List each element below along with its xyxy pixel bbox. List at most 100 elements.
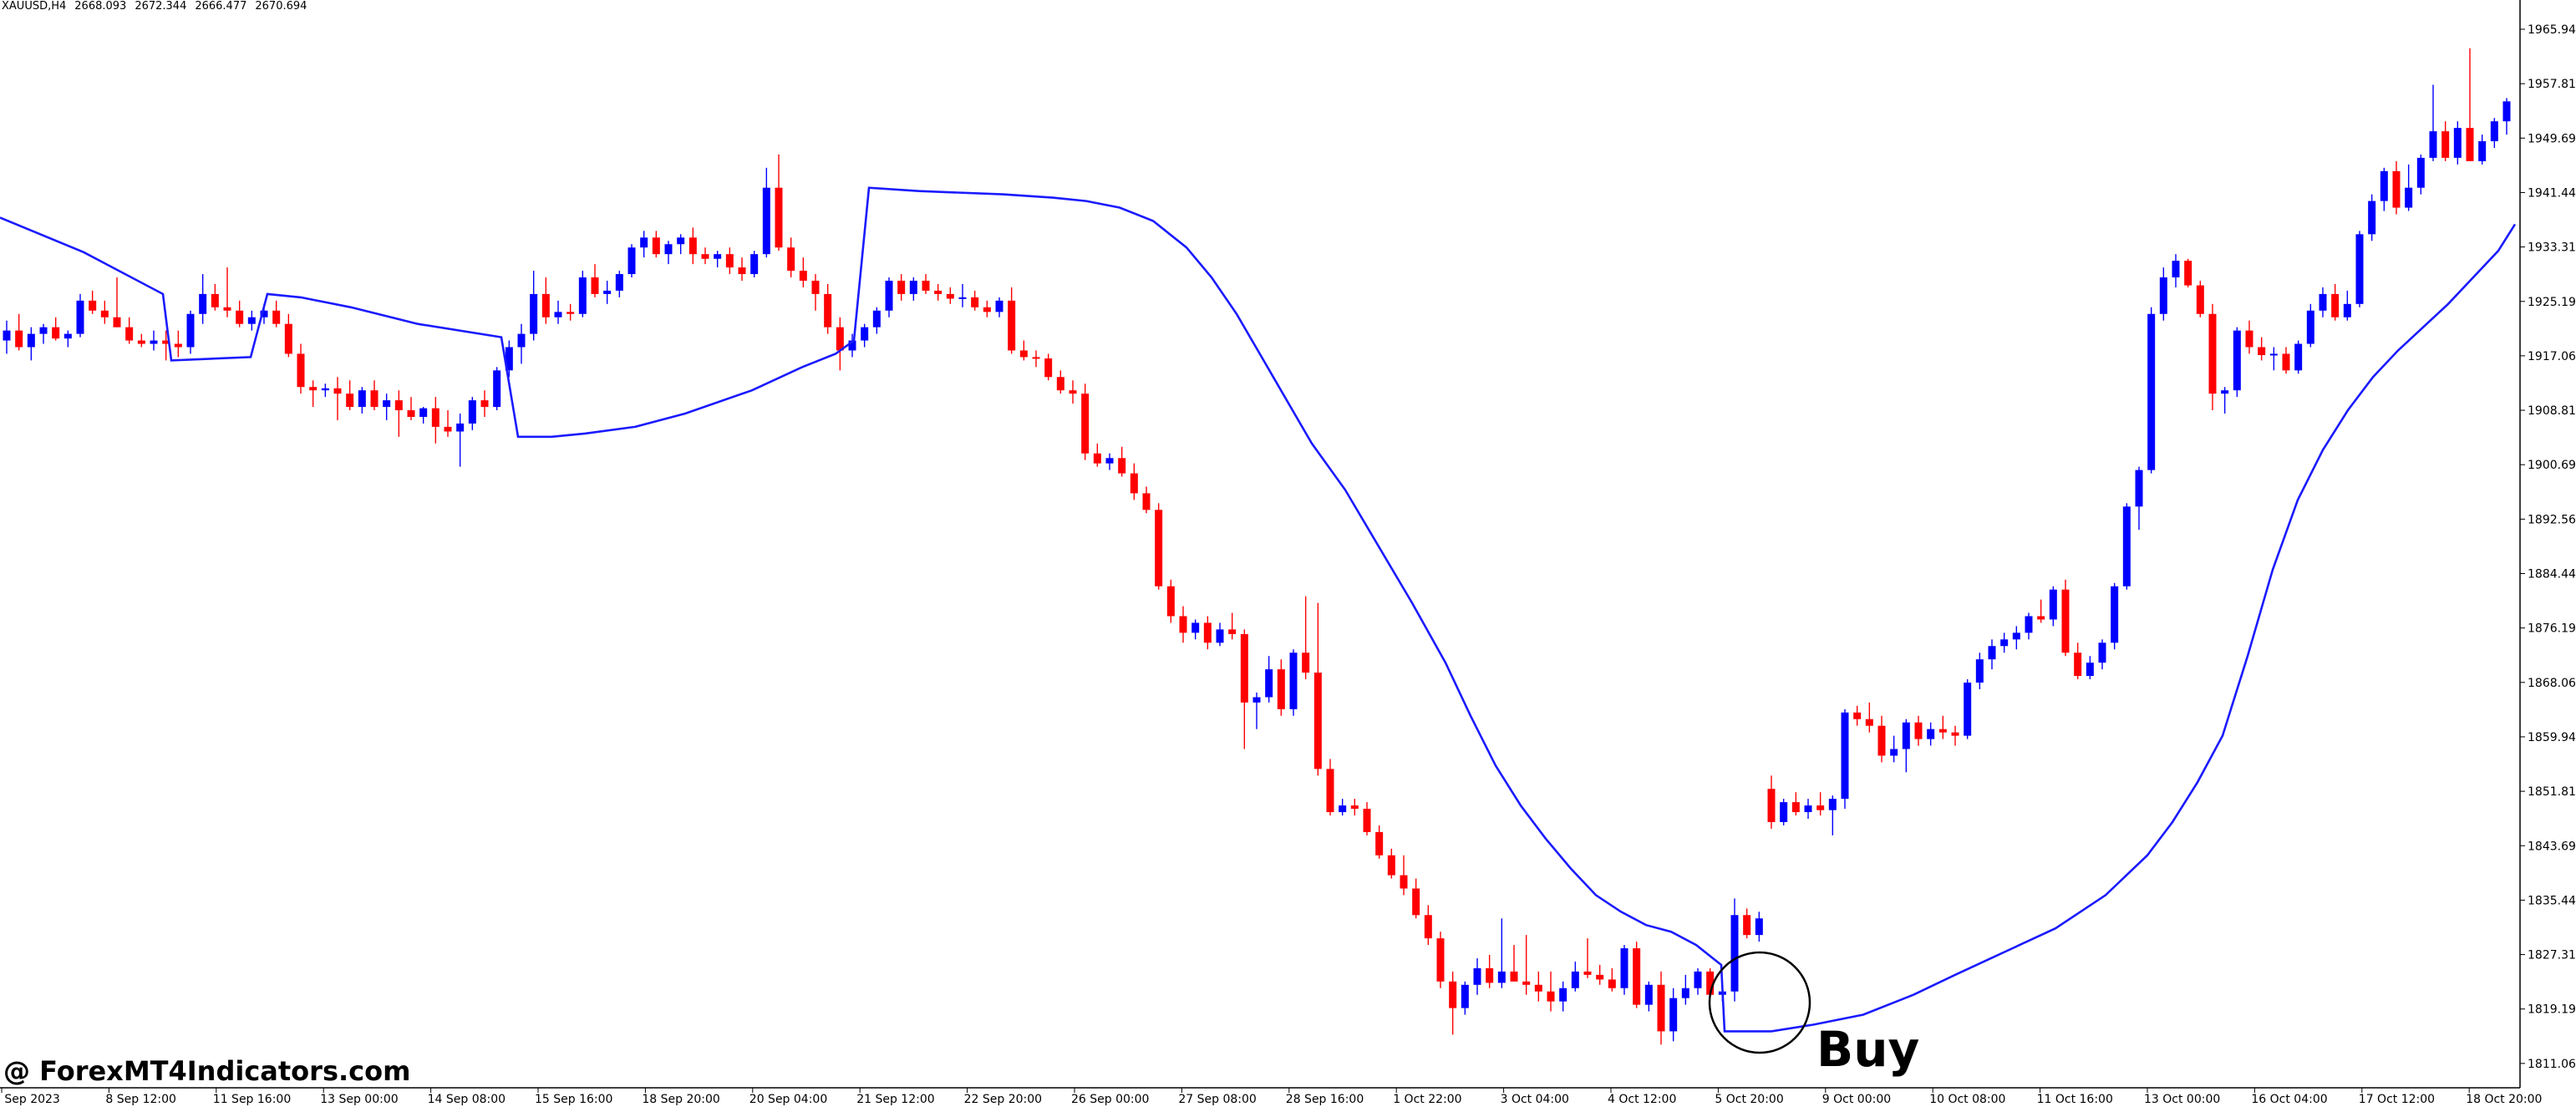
candle-body	[1633, 948, 1641, 1005]
candle	[113, 277, 121, 328]
candle-body	[1780, 802, 1788, 822]
price-tick-label: 1892.565	[2528, 513, 2576, 526]
price-tick-label: 1900.690	[2528, 459, 2576, 472]
price-tick-label: 1851.815	[2528, 785, 2576, 799]
candle	[652, 231, 660, 258]
candle	[1277, 659, 1285, 716]
candle	[2466, 48, 2474, 161]
candle-body	[1044, 358, 1053, 378]
candle	[480, 390, 489, 417]
candle	[836, 317, 844, 371]
candle	[2135, 466, 2143, 531]
candle-body	[1767, 789, 1776, 822]
candle-body	[2172, 261, 2180, 278]
candle-body	[27, 333, 35, 348]
candle	[1951, 725, 1959, 746]
time-tick-label: 16 Oct 04:00	[2251, 1093, 2327, 1106]
candle-body	[1657, 984, 1665, 1032]
candle-body	[1902, 722, 1910, 749]
candle	[848, 333, 856, 358]
candle-body	[2061, 589, 2070, 653]
time-tick-label: 8 Sep 12:00	[105, 1093, 176, 1106]
candle-body	[824, 293, 832, 328]
price-tick-label: 1868.065	[2528, 677, 2576, 690]
candle	[2000, 632, 2009, 653]
candle-body	[3, 330, 11, 341]
candle	[934, 283, 943, 301]
time-tick-label: 14 Sep 08:00	[428, 1093, 506, 1106]
candle-body	[309, 387, 318, 391]
candle-body	[775, 187, 783, 248]
candle-body	[1252, 697, 1261, 703]
candle-body	[1032, 357, 1040, 359]
candle-body	[750, 254, 759, 275]
candle	[1988, 639, 1996, 670]
price-tick-label: 1819.190	[2528, 1003, 2576, 1017]
candle	[1032, 350, 1040, 368]
candle-body	[2490, 121, 2498, 142]
candle-body	[1240, 633, 1248, 703]
candle-body	[1412, 888, 1420, 916]
candle-body	[1203, 622, 1212, 643]
candle-body	[1583, 971, 1592, 975]
candle-body	[272, 310, 281, 324]
candle-body	[885, 281, 893, 311]
candle	[1387, 848, 1395, 879]
price-tick-label: 1859.940	[2528, 731, 2576, 744]
candle-body	[2184, 261, 2192, 286]
candle	[1583, 938, 1592, 978]
candle-body	[1596, 974, 1604, 980]
candle-body	[370, 390, 379, 408]
candle	[1497, 918, 1506, 988]
time-tick-label: 22 Sep 20:00	[964, 1093, 1042, 1106]
time-tick-label: 4 Oct 12:00	[1608, 1093, 1676, 1106]
candle	[1669, 988, 1678, 1042]
candle	[1081, 383, 1090, 460]
candle-body	[897, 281, 906, 294]
candle-body	[567, 312, 575, 314]
candle-body	[2343, 303, 2351, 317]
indicator-line	[0, 186, 2517, 1033]
candle	[591, 264, 599, 297]
time-tick-label: 18 Oct 20:00	[2466, 1093, 2542, 1106]
time-tick-label: 13 Sep 00:00	[320, 1093, 398, 1106]
candle	[1964, 679, 1972, 739]
candle-body	[1093, 453, 1101, 464]
candle	[603, 281, 612, 304]
candle-body	[946, 293, 954, 299]
candle	[2478, 135, 2487, 165]
candle-body	[725, 254, 734, 268]
candle	[2306, 303, 2314, 348]
candle-body	[1289, 653, 1298, 709]
price-tick-label: 1949.690	[2528, 132, 2576, 145]
candle-body	[799, 271, 807, 281]
candle-body	[407, 410, 415, 417]
candle-body	[591, 277, 599, 294]
candle-body	[2294, 343, 2303, 371]
candle-body	[762, 187, 770, 255]
candle-body	[468, 400, 476, 424]
candle	[2049, 586, 2057, 627]
candle	[1228, 612, 1237, 640]
high-value: 2672.344	[135, 0, 187, 13]
candle	[2221, 387, 2229, 414]
candle-body	[2245, 330, 2253, 348]
candle	[1486, 954, 1494, 988]
candle-body	[1853, 712, 1862, 719]
close-value: 2670.694	[255, 0, 307, 13]
candle	[725, 247, 734, 275]
candle	[1975, 653, 1984, 689]
candle	[1510, 945, 1518, 982]
candle	[333, 377, 342, 420]
candle-body	[688, 237, 697, 255]
candle	[1608, 967, 1616, 992]
price-tick-label: 1908.815	[2528, 404, 2576, 418]
time-tick-label: 20 Sep 04:00	[749, 1093, 827, 1106]
candle-body	[1914, 722, 1923, 739]
candle-body	[1155, 510, 1163, 587]
candle-body	[1644, 984, 1653, 1005]
candle	[2294, 340, 2303, 374]
candle	[1571, 961, 1579, 992]
candle	[211, 283, 219, 311]
